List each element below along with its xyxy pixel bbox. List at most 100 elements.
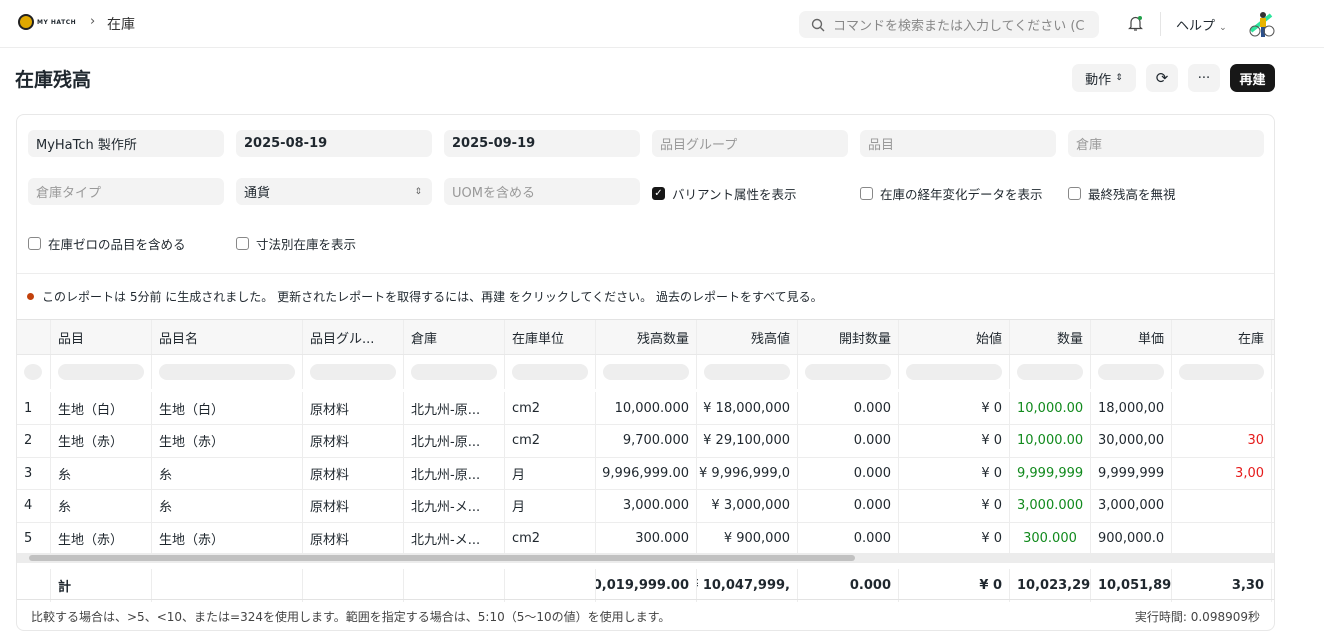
column-filter-input[interactable] xyxy=(1172,355,1272,389)
table-cell[interactable]: 生地（赤） xyxy=(152,424,303,457)
horizontal-scrollbar[interactable] xyxy=(17,553,1274,563)
table-cell[interactable]: ¥ 0 xyxy=(899,457,1010,490)
table-cell[interactable]: 糸 xyxy=(51,457,152,490)
table-cell[interactable]: cm2 xyxy=(505,392,596,424)
command-search-input[interactable]: コマンドを検索または入力してください (C xyxy=(799,11,1099,38)
table-cell[interactable]: 北九州-メ... xyxy=(404,489,505,522)
table-cell[interactable]: 9,999,999 xyxy=(1010,457,1091,490)
table-cell[interactable]: 生地（白） xyxy=(51,392,152,424)
table-cell[interactable] xyxy=(1172,392,1272,424)
table-cell[interactable]: 3,000,000 xyxy=(1091,489,1172,522)
column-filter-input[interactable] xyxy=(303,355,404,389)
more-button[interactable]: ··· xyxy=(1188,64,1220,92)
warehouse-type-field[interactable]: 倉庫タイプ xyxy=(28,178,224,205)
table-cell[interactable]: 3,000.000 xyxy=(1010,489,1091,522)
row-index[interactable]: 1 xyxy=(17,392,51,424)
table-cell[interactable]: 北九州-原... xyxy=(404,424,505,457)
column-header[interactable]: 始値 xyxy=(899,320,1010,354)
column-filter-input[interactable] xyxy=(899,355,1010,389)
table-cell[interactable]: 生地（赤） xyxy=(51,522,152,555)
table-cell[interactable]: 30 xyxy=(1172,424,1272,457)
column-header[interactable]: 残高数量 xyxy=(596,320,697,354)
column-filter-input[interactable] xyxy=(1091,355,1172,389)
item-field[interactable]: 品目 xyxy=(860,130,1056,157)
rebuild-button[interactable]: 再建 xyxy=(1230,64,1275,92)
breadcrumb-stock[interactable]: 在庫 xyxy=(107,17,135,33)
table-cell[interactable]: ¥ 0 xyxy=(899,424,1010,457)
table-cell[interactable]: 原材料 xyxy=(303,457,404,490)
refresh-button[interactable]: ⟳ xyxy=(1146,64,1178,92)
table-cell[interactable]: 月 xyxy=(505,489,596,522)
column-header[interactable]: 数量 xyxy=(1010,320,1091,354)
table-cell[interactable]: 北九州-メ... xyxy=(404,522,505,555)
help-dropdown[interactable]: ヘルプ ⌄ xyxy=(1176,19,1227,34)
currency-select[interactable]: 通貨 ⇕ xyxy=(236,178,432,205)
table-cell[interactable]: ¥ 0 xyxy=(899,522,1010,555)
table-cell[interactable]: ¥ 0 xyxy=(899,489,1010,522)
table-cell[interactable]: 3,00 xyxy=(1172,457,1272,490)
table-cell[interactable]: 10,000.00 xyxy=(1010,424,1091,457)
table-cell[interactable]: ¥ 0 xyxy=(899,392,1010,424)
table-cell[interactable]: cm2 xyxy=(505,522,596,555)
table-cell[interactable]: 18,000,00 xyxy=(1091,392,1172,424)
table-cell[interactable]: 10,000.000 xyxy=(596,392,697,424)
column-header[interactable]: 残高値 xyxy=(697,320,798,354)
table-cell[interactable] xyxy=(1172,522,1272,555)
table-cell[interactable]: 0.000 xyxy=(798,489,899,522)
table-cell[interactable] xyxy=(1172,489,1272,522)
column-header[interactable]: 品目名 xyxy=(152,320,303,354)
app-logo[interactable]: MY HATCH xyxy=(18,14,76,30)
table-cell[interactable]: 9,996,999.00 xyxy=(596,457,697,490)
table-cell[interactable]: ¥ 9,996,999,0 xyxy=(697,457,798,490)
notification-bell-icon[interactable] xyxy=(1128,15,1143,32)
company-field[interactable]: MyHaTch 製作所 xyxy=(28,130,224,157)
show-ageing-checkbox[interactable]: 在庫の経年変化データを表示 xyxy=(860,184,1043,203)
warehouse-field[interactable]: 倉庫 xyxy=(1068,130,1264,157)
column-header[interactable]: 品目グル... xyxy=(303,320,404,354)
item-group-field[interactable]: 品目グループ xyxy=(652,130,848,157)
table-cell[interactable]: 糸 xyxy=(152,457,303,490)
column-header[interactable]: 倉庫 xyxy=(404,320,505,354)
table-cell[interactable]: 10,000.00 xyxy=(1010,392,1091,424)
row-index[interactable]: 3 xyxy=(17,457,51,490)
column-filter-input[interactable] xyxy=(798,355,899,389)
column-header[interactable]: 品目 xyxy=(51,320,152,354)
table-cell[interactable]: ¥ 18,000,000 xyxy=(697,392,798,424)
table-cell[interactable]: 0.000 xyxy=(798,424,899,457)
show-variant-attributes-checkbox[interactable]: ✓ バリアント属性を表示 xyxy=(652,184,797,203)
column-filter-input[interactable] xyxy=(596,355,697,389)
table-cell[interactable]: 原材料 xyxy=(303,522,404,555)
table-cell[interactable]: 北九州-原... xyxy=(404,392,505,424)
table-cell[interactable]: 30,000,00 xyxy=(1091,424,1172,457)
row-index[interactable]: 4 xyxy=(17,489,51,522)
table-cell[interactable]: 0.000 xyxy=(798,392,899,424)
column-header[interactable]: 在庫 xyxy=(1172,320,1272,354)
avatar[interactable] xyxy=(1247,9,1275,39)
table-cell[interactable]: 300.000 xyxy=(596,522,697,555)
from-date-field[interactable]: 2025-08-19 xyxy=(236,130,432,157)
column-filter-input[interactable] xyxy=(17,355,51,389)
table-cell[interactable]: ¥ 3,000,000 xyxy=(697,489,798,522)
table-cell[interactable]: 900,000.0 xyxy=(1091,522,1172,555)
column-header[interactable]: 在庫単位 xyxy=(505,320,596,354)
table-cell[interactable]: 0.000 xyxy=(798,522,899,555)
table-cell[interactable]: ¥ 900,000 xyxy=(697,522,798,555)
include-zero-stock-checkbox[interactable]: 在庫ゼロの品目を含める xyxy=(28,234,186,253)
table-cell[interactable]: ¥ 29,100,000 xyxy=(697,424,798,457)
uom-field[interactable]: UOMを含める xyxy=(444,178,640,205)
row-index[interactable]: 5 xyxy=(17,522,51,555)
table-cell[interactable]: 原材料 xyxy=(303,489,404,522)
column-filter-input[interactable] xyxy=(152,355,303,389)
table-cell[interactable]: 原材料 xyxy=(303,424,404,457)
table-cell[interactable]: 300.000 xyxy=(1010,522,1091,555)
table-cell[interactable]: 糸 xyxy=(152,489,303,522)
column-filter-input[interactable] xyxy=(404,355,505,389)
column-filter-input[interactable] xyxy=(697,355,798,389)
scrollbar-thumb[interactable] xyxy=(29,555,855,561)
table-cell[interactable]: cm2 xyxy=(505,424,596,457)
table-cell[interactable]: 生地（白） xyxy=(152,392,303,424)
column-filter-input[interactable] xyxy=(1010,355,1091,389)
table-cell[interactable]: 生地（赤） xyxy=(51,424,152,457)
column-filter-input[interactable] xyxy=(505,355,596,389)
table-cell[interactable]: 月 xyxy=(505,457,596,490)
